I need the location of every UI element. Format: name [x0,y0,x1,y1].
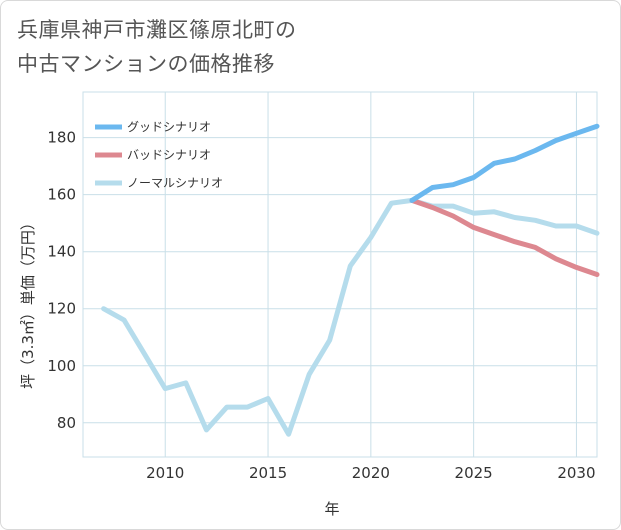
y-axis-label: 坪（3.3㎡）単価（万円） [19,215,37,389]
plot-area-frame [82,91,598,458]
y-tick-label: 120 [47,300,76,318]
y-tick-label: 140 [47,243,76,261]
x-axis-label: 年 [324,500,339,518]
y-tick-label: 100 [47,357,76,375]
series-line-0 [409,123,600,203]
series-line-2 [101,197,600,437]
chart-title: 兵庫県神戸市灘区篠原北町の 中古マンションの価格推移 [17,13,297,81]
y-tick-label: 180 [47,129,76,147]
y-tick-label: 80 [57,414,76,432]
y-tick-label: 160 [47,186,76,204]
x-tick-label: 2010 [146,464,184,482]
legend-label: バッドシナリオ [127,148,211,162]
series-line-1 [409,197,600,277]
grid-lines [82,91,598,458]
x-tick-label: 2025 [455,464,493,482]
series-lines [101,123,600,437]
legend-label: ノーマルシナリオ [127,176,223,190]
x-tick-label: 2020 [352,464,390,482]
tick-labels: 2010 2015 2020 2025 2030 80 100 120 140 160 180 [47,129,595,482]
legend-label: グッドシナリオ [127,120,211,134]
x-tick-label: 2030 [557,464,595,482]
chart-title-line-1: 兵庫県神戸市灘区篠原北町の [17,18,297,42]
x-tick-label: 2015 [249,464,287,482]
chart-title-line-2: 中古マンションの価格推移 [17,52,275,76]
